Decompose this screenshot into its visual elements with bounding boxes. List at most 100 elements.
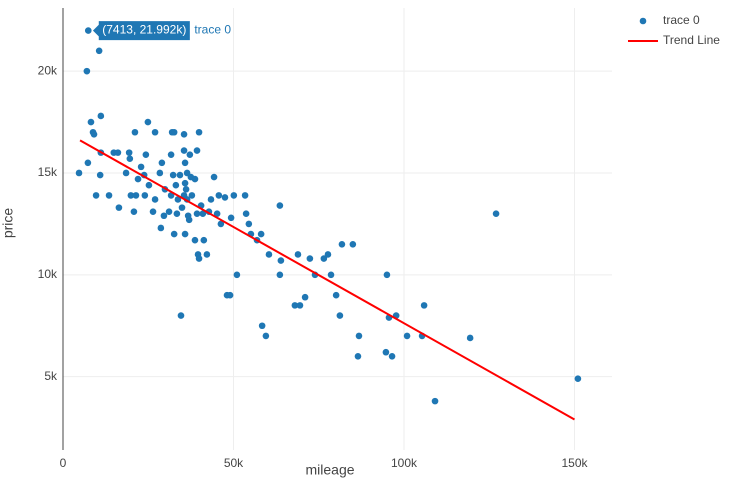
scatter-point [181,179,189,187]
scatter-point [182,185,190,193]
scatter-point [226,291,234,299]
scatter-point [191,175,199,183]
scatter-point [178,204,186,211]
scatter-point [388,353,396,360]
scatter-point [574,375,582,383]
scatter-point [170,230,178,238]
x-tick-label: 50k [224,456,244,470]
scatter-point [160,212,168,220]
scatter-point [174,196,182,203]
scatter-point [173,210,181,218]
trend-line [79,139,575,421]
scatter-point [324,251,332,258]
scatter-point [227,214,235,222]
scatter-point [134,175,142,183]
scatter-point [354,353,362,360]
scatter-point [172,181,180,189]
scatter-point [276,202,284,209]
scatter-point [97,112,105,120]
y-tick-label: 10k [38,267,58,281]
scatter-point [115,204,123,211]
scatter-point [151,128,159,136]
scatter-point [90,130,98,138]
scatter-point [217,220,225,228]
scatter-point [132,192,140,199]
scatter-point [492,210,500,218]
scatter-point [158,159,166,167]
scatter-point [105,192,113,199]
scatter-point [141,192,149,199]
scatter-point [186,151,194,158]
scatter-point [210,173,218,181]
scatter-point [167,151,175,158]
scatter-point [327,271,335,279]
scatter-point [144,118,152,126]
scatter-point [233,271,241,279]
scatter-point [277,257,285,264]
scatter-point [193,147,201,154]
scatter-point [420,302,428,309]
x-axis-label: mileage [305,462,354,478]
hover-box [91,20,191,42]
scatter-point [383,271,391,279]
scatter-point [265,251,273,258]
scatter-point [131,128,139,136]
scatter-point [157,224,165,232]
scatter-point [466,334,474,342]
scatter-point [296,302,304,309]
scatter-point [213,210,221,218]
scatter-point [242,210,250,218]
legend-label: trace 0 [663,13,700,27]
scatter-point [96,171,104,179]
scatter-point [170,128,178,136]
scatter-point [241,192,249,199]
scatter-point [169,171,177,179]
scatter-point [84,27,92,34]
scatter-point [137,163,145,171]
legend-marker [639,17,647,25]
y-tick-label: 5k [44,369,58,383]
hover-text: (7413, 21.992k) [102,23,186,37]
scatter-point [215,192,223,199]
scatter-point [176,171,184,179]
scatter-point [84,159,92,167]
scatter-point [221,194,229,201]
scatter-point [145,181,153,189]
scatter-point [177,312,185,319]
scatter-point [431,397,439,405]
scatter-point [188,192,196,199]
legend-label: Trend Line [663,33,720,47]
scatter-point [306,255,314,262]
scatter-point [185,216,193,224]
scatter-point [258,322,266,330]
scatter-point [114,149,122,156]
scatter-point [332,291,340,299]
scatter-point [382,348,390,356]
scatter-point [403,332,411,340]
scatter-point [349,240,357,248]
x-tick-label: 150k [561,456,588,470]
scatter-point [245,220,253,228]
scatter-point [127,192,135,199]
scatter-point [294,251,302,258]
scatter-point [149,208,157,215]
scatter-point [87,118,95,126]
scatter-point [320,255,328,262]
scatter-point [291,302,299,309]
scatter-point [207,196,215,203]
scatter-point [151,196,159,203]
scatter-point [92,192,100,199]
scatter-point [195,128,203,136]
x-tick-label: 100k [391,456,418,470]
scatter-point [199,210,207,218]
scatter-point [355,332,363,340]
y-tick-label: 15k [38,165,58,179]
scatter-point [83,67,91,75]
scatter-point [203,251,211,258]
scatter-point [126,155,134,163]
scatter-point [165,208,173,215]
scatter-point [262,332,270,340]
scatter-point [257,230,265,238]
scatter-point [301,293,309,301]
scatter-point [95,47,103,55]
